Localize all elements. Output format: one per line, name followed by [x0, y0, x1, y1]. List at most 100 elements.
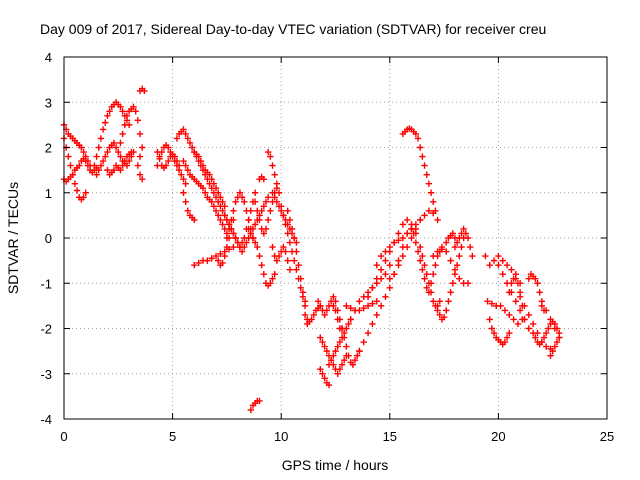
data-point-marker — [119, 130, 126, 138]
data-point-marker — [154, 148, 161, 156]
data-point-marker — [438, 246, 446, 253]
data-point-marker — [208, 255, 215, 262]
y-tick-label: -4 — [40, 412, 52, 427]
data-point-marker — [180, 126, 187, 133]
series-seg13 — [180, 157, 231, 237]
data-point-marker — [514, 320, 522, 328]
data-point-marker — [138, 144, 146, 151]
data-point-marker — [321, 343, 328, 350]
data-point-marker — [215, 189, 222, 196]
data-point-marker — [230, 230, 237, 237]
data-point-marker — [223, 234, 231, 242]
data-point-marker — [301, 302, 309, 310]
data-point-marker — [82, 157, 89, 165]
data-point-marker — [395, 237, 402, 244]
series-seg24 — [269, 243, 294, 273]
data-point-marker — [532, 334, 539, 341]
data-point-marker — [403, 230, 411, 237]
series-seg48 — [443, 230, 459, 246]
data-point-marker — [490, 329, 498, 337]
data-point-marker — [542, 329, 550, 337]
data-point-marker — [516, 307, 524, 314]
data-point-marker — [464, 234, 472, 242]
data-point-marker — [97, 135, 105, 142]
data-point-marker — [212, 185, 220, 192]
series-seg7 — [117, 103, 139, 147]
data-point-marker — [69, 171, 76, 178]
data-point-marker — [399, 234, 407, 242]
data-point-marker — [95, 144, 102, 151]
data-point-marker — [482, 252, 489, 260]
x-tick-label: 15 — [383, 429, 397, 444]
data-point-marker — [364, 293, 372, 301]
data-point-marker — [251, 239, 259, 246]
data-point-marker — [299, 289, 307, 296]
data-point-marker — [532, 275, 539, 282]
data-point-marker — [319, 338, 326, 346]
data-point-marker — [102, 119, 109, 126]
data-point-marker — [377, 266, 385, 273]
data-point-marker — [430, 252, 437, 260]
data-point-marker — [399, 221, 407, 228]
data-point-marker — [395, 261, 402, 269]
data-point-marker — [228, 216, 235, 224]
series-seg34 — [325, 316, 354, 368]
data-point-marker — [217, 194, 224, 201]
data-point-marker — [82, 189, 89, 196]
series-seg49 — [451, 225, 476, 260]
data-point-marker — [208, 198, 215, 205]
data-point-marker — [425, 207, 433, 215]
data-point-marker — [332, 347, 339, 355]
data-point-marker — [117, 153, 124, 160]
data-point-marker — [317, 334, 324, 341]
series-seg23 — [269, 189, 300, 246]
data-point-marker — [234, 239, 241, 246]
data-point-marker — [241, 243, 248, 251]
data-point-marker — [340, 334, 348, 341]
data-point-marker — [241, 198, 248, 205]
data-point-marker — [293, 248, 300, 255]
data-point-marker — [141, 87, 148, 95]
data-point-marker — [230, 207, 237, 215]
data-point-marker — [117, 139, 124, 147]
data-point-marker — [512, 298, 519, 305]
data-point-marker — [360, 304, 367, 312]
data-point-marker — [456, 234, 463, 242]
y-tick-label: -1 — [40, 276, 52, 291]
data-point-marker — [256, 216, 263, 224]
data-point-marker — [215, 257, 222, 264]
data-point-marker — [501, 307, 509, 314]
series-seg9 — [136, 85, 148, 95]
data-point-marker — [347, 304, 354, 312]
data-point-marker — [432, 261, 439, 269]
data-point-marker — [443, 239, 450, 246]
data-point-marker — [423, 284, 430, 291]
data-point-marker — [204, 257, 211, 264]
data-point-marker — [488, 325, 496, 332]
data-point-marker — [345, 320, 352, 328]
data-point-marker — [508, 266, 515, 273]
data-point-marker — [243, 207, 250, 215]
series-seg20 — [234, 194, 272, 255]
series-seg28 — [247, 397, 263, 414]
series-seg44 — [408, 225, 446, 296]
data-point-marker — [245, 225, 252, 233]
data-point-marker — [102, 153, 109, 160]
data-point-marker — [421, 162, 428, 169]
data-point-marker — [215, 212, 222, 219]
data-point-marker — [254, 207, 261, 215]
data-point-marker — [321, 311, 328, 319]
data-point-marker — [351, 356, 359, 364]
data-point-marker — [540, 334, 548, 341]
data-point-marker — [71, 180, 79, 187]
data-point-marker — [238, 194, 246, 201]
data-point-marker — [323, 347, 331, 355]
data-point-marker — [466, 243, 474, 251]
data-point-marker — [84, 162, 92, 169]
data-point-marker — [495, 252, 502, 260]
y-tick-label: 4 — [45, 50, 52, 65]
data-point-marker — [356, 298, 363, 305]
data-point-marker — [343, 343, 350, 350]
y-axis-label: SDTVAR / TECUs — [5, 182, 21, 294]
